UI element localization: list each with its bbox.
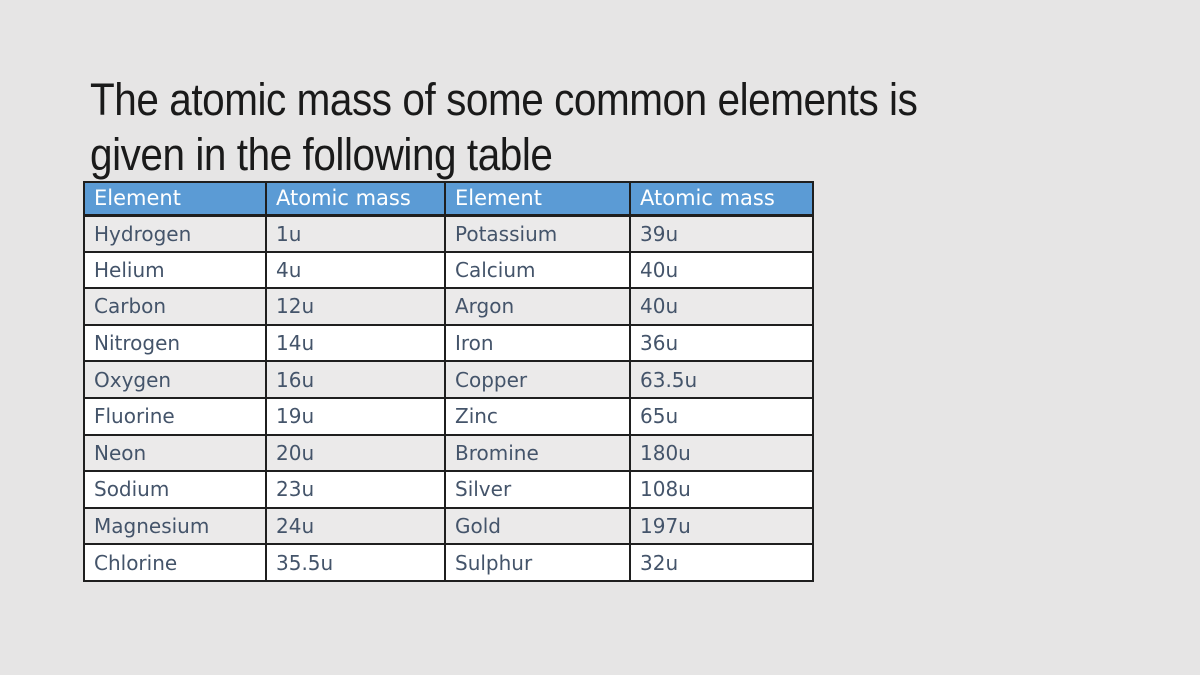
table-row: Nitrogen 14u Iron 36u xyxy=(83,323,814,363)
slide-title-line-2: given in the following table xyxy=(90,129,553,180)
table-cell-element: Sulphur xyxy=(444,543,631,582)
table-row: Helium 4u Calcium 40u xyxy=(83,250,814,290)
table-cell-mass: 14u xyxy=(265,323,446,363)
table-cell-element: Copper xyxy=(444,360,631,399)
table-cell-mass: 63.5u xyxy=(629,360,814,399)
table-cell-mass: 19u xyxy=(265,396,446,436)
table-cell-mass: 23u xyxy=(265,470,446,509)
table-cell-element: Chlorine xyxy=(83,543,267,582)
header-row: Element Atomic mass Element Atomic mass xyxy=(83,181,814,217)
table-cell-mass: 4u xyxy=(265,250,446,290)
table-cell-element: Zinc xyxy=(444,396,631,436)
table-row: Hydrogen 1u Potassium 39u xyxy=(83,214,814,253)
table-cell-mass: 65u xyxy=(629,396,814,436)
column-header-element-2: Element xyxy=(444,181,631,217)
table-cell-mass: 36u xyxy=(629,323,814,363)
table-cell-element: Nitrogen xyxy=(83,323,267,363)
table-cell-element: Helium xyxy=(83,250,267,290)
slide-title-line-1: The atomic mass of some common elements … xyxy=(90,74,918,125)
table-cell-element: Magnesium xyxy=(83,506,267,546)
table-cell-mass: 1u xyxy=(265,214,446,253)
table-cell-element: Gold xyxy=(444,506,631,546)
table-cell-element: Iron xyxy=(444,323,631,363)
table-cell-mass: 40u xyxy=(629,287,814,326)
table-cell-mass: 197u xyxy=(629,506,814,546)
column-header-atomic-mass-2: Atomic mass xyxy=(629,181,814,217)
column-header-atomic-mass-1: Atomic mass xyxy=(265,181,446,217)
table-cell-mass: 12u xyxy=(265,287,446,326)
table-cell-mass: 108u xyxy=(629,470,814,509)
table-cell-mass: 39u xyxy=(629,214,814,253)
table-header: Element Atomic mass Element Atomic mass xyxy=(83,181,814,217)
table-cell-element: Argon xyxy=(444,287,631,326)
table-cell-mass: 24u xyxy=(265,506,446,546)
table-row: Fluorine 19u Zinc 65u xyxy=(83,396,814,436)
table-cell-element: Neon xyxy=(83,433,267,473)
table-cell-element: Sodium xyxy=(83,470,267,509)
table-cell-mass: 35.5u xyxy=(265,543,446,582)
table-row: Carbon 12u Argon 40u xyxy=(83,287,814,326)
table-cell-element: Potassium xyxy=(444,214,631,253)
table-cell-mass: 16u xyxy=(265,360,446,399)
table-body: Hydrogen 1u Potassium 39u Helium 4u Calc… xyxy=(83,214,814,582)
table-cell-element: Calcium xyxy=(444,250,631,290)
table-cell-mass: 20u xyxy=(265,433,446,473)
column-header-element-1: Element xyxy=(83,181,267,217)
table-cell-element: Oxygen xyxy=(83,360,267,399)
table-cell-element: Fluorine xyxy=(83,396,267,436)
table-cell-mass: 32u xyxy=(629,543,814,582)
table-cell-element: Hydrogen xyxy=(83,214,267,253)
table-cell-element: Silver xyxy=(444,470,631,509)
table-cell-mass: 180u xyxy=(629,433,814,473)
atomic-mass-table: Element Atomic mass Element Atomic mass … xyxy=(83,181,814,582)
table-cell-element: Carbon xyxy=(83,287,267,326)
slide-title: The atomic mass of some common elements … xyxy=(90,72,918,182)
table-cell-mass: 40u xyxy=(629,250,814,290)
table-row: Magnesium 24u Gold 197u xyxy=(83,506,814,546)
table-row: Chlorine 35.5u Sulphur 32u xyxy=(83,543,814,582)
table-row: Oxygen 16u Copper 63.5u xyxy=(83,360,814,399)
table-row: Neon 20u Bromine 180u xyxy=(83,433,814,473)
table-cell-element: Bromine xyxy=(444,433,631,473)
table-row: Sodium 23u Silver 108u xyxy=(83,470,814,509)
